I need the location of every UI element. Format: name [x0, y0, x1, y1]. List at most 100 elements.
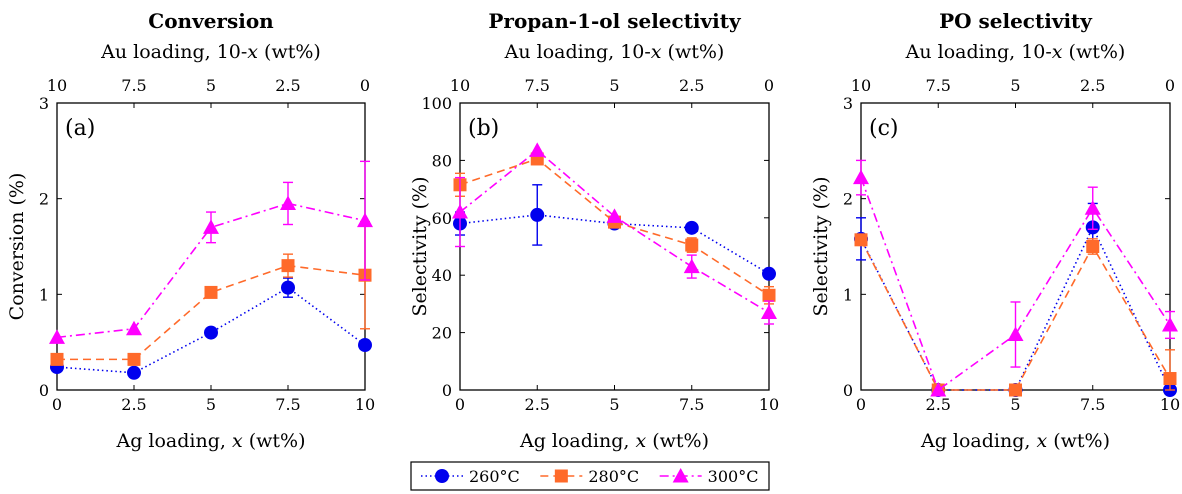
- data-point: [1084, 200, 1101, 215]
- x-tick-label: 5: [1010, 395, 1020, 414]
- top-x-tick-label: 2.5: [275, 76, 300, 95]
- x-tick-label: 5: [206, 395, 216, 414]
- data-point: [49, 329, 65, 344]
- data-point: [529, 142, 546, 157]
- top-x-tick-label: 0: [1165, 76, 1175, 95]
- data-point: [1009, 383, 1022, 397]
- y-tick-label: 2: [39, 190, 49, 209]
- data-point: [683, 258, 700, 274]
- top-x-tick-label: 7.5: [525, 76, 550, 95]
- chart-title: Propan-1-ol selectivity: [488, 9, 742, 33]
- y-tick-label: 0: [39, 381, 49, 400]
- top-x-axis-label: Au loading, 10-x (wt%): [905, 41, 1126, 63]
- y-axis-label: Conversion (%): [6, 173, 28, 321]
- data-point: [1086, 240, 1100, 253]
- data-point: [853, 169, 869, 185]
- x-tick-label: 0: [856, 395, 866, 414]
- data-point: [930, 382, 947, 397]
- data-point: [762, 266, 776, 281]
- data-point: [204, 285, 218, 299]
- series-line: [860, 225, 1171, 391]
- top-x-tick-label: 5: [609, 76, 619, 95]
- y-tick-label: 3: [843, 94, 853, 113]
- axes-frame: [56, 102, 366, 391]
- series-line: [860, 239, 1171, 391]
- series-1: [453, 152, 776, 305]
- top-x-tick-label: 7.5: [926, 76, 951, 95]
- data-point: [530, 207, 545, 222]
- chart-panel-2: PO selectivity Au loading, 10-x (wt%) Ag l…: [810, 9, 1180, 452]
- data-point: [685, 238, 699, 252]
- series-line: [459, 149, 770, 314]
- data-point: [127, 365, 141, 380]
- legend-marker: [435, 469, 449, 483]
- chart-title: PO selectivity: [939, 9, 1093, 33]
- x-tick-label: 10: [759, 395, 779, 414]
- data-point: [684, 220, 699, 235]
- x-tick-label: 10: [1160, 395, 1180, 414]
- top-x-tick-label: 2.5: [679, 76, 704, 95]
- legend-marker: [554, 469, 568, 483]
- series-2: [853, 159, 1178, 397]
- y-axis-label: Selectivity (%): [409, 176, 431, 316]
- data-point: [50, 352, 64, 366]
- data-point: [281, 259, 295, 273]
- data-point: [204, 325, 218, 340]
- y-tick-label: 1: [843, 285, 853, 304]
- y-tick-label: 20: [432, 324, 452, 343]
- panel-label: (c): [869, 116, 899, 141]
- chart-panel-1: Propan-1-ol selectivity Au loading, 10-x …: [409, 9, 779, 452]
- top-x-tick-label: 10: [851, 76, 871, 95]
- data-point: [606, 208, 623, 223]
- series-2: [452, 142, 777, 325]
- x-tick-label: 10: [355, 395, 375, 414]
- top-x-tick-label: 7.5: [121, 76, 146, 95]
- data-point: [1007, 326, 1024, 342]
- x-axis-label: Ag loading, x (wt%): [920, 430, 1110, 452]
- data-point: [126, 320, 142, 336]
- x-axis-label: Ag loading, x (wt%): [115, 430, 305, 452]
- x-axis-label: Ag loading, x (wt%): [519, 430, 709, 452]
- x-tick-label: 2.5: [926, 395, 951, 414]
- top-x-tick-label: 2.5: [1080, 76, 1105, 95]
- data-point: [281, 280, 295, 295]
- data-point: [203, 219, 219, 234]
- top-x-tick-label: 5: [1010, 76, 1020, 95]
- series-0: [854, 202, 1177, 397]
- series-2: [49, 160, 373, 344]
- top-x-tick-label: 10: [450, 76, 470, 95]
- legend-box: [410, 461, 770, 491]
- x-tick-label: 7.5: [275, 395, 300, 414]
- y-tick-label: 100: [421, 94, 452, 113]
- axes-frame: [459, 102, 770, 391]
- top-x-tick-label: 5: [206, 76, 216, 95]
- data-point: [452, 204, 468, 219]
- y-tick-label: 0: [843, 381, 853, 400]
- top-x-tick-label: 0: [360, 76, 370, 95]
- x-tick-label: 7.5: [679, 395, 704, 414]
- data-point: [127, 352, 141, 366]
- chart-panel-0: Conversion Au loading, 10-x (wt%) Ag loadi…: [6, 9, 375, 452]
- series-line: [57, 264, 366, 361]
- series-line: [860, 177, 1171, 392]
- series-0: [50, 277, 372, 380]
- chart-title: Conversion: [148, 9, 274, 33]
- top-x-tick-label: 10: [47, 76, 67, 95]
- y-tick-label: 80: [432, 151, 452, 170]
- panel-label: (b): [468, 116, 499, 141]
- y-axis-label: Selectivity (%): [810, 176, 832, 316]
- y-tick-label: 0: [442, 381, 452, 400]
- legend-marker: [672, 468, 689, 483]
- top-x-tick-label: 0: [764, 76, 774, 95]
- legend-label: 260°C: [469, 467, 520, 486]
- data-point: [1162, 316, 1178, 332]
- legend-label: 280°C: [588, 467, 639, 486]
- data-point: [854, 233, 868, 247]
- data-point: [762, 288, 776, 302]
- data-point: [1163, 372, 1177, 386]
- data-point: [761, 304, 777, 320]
- top-x-axis-label: Au loading, 10-x (wt%): [100, 41, 321, 63]
- y-tick-label: 2: [843, 190, 853, 209]
- x-tick-label: 0: [52, 395, 62, 414]
